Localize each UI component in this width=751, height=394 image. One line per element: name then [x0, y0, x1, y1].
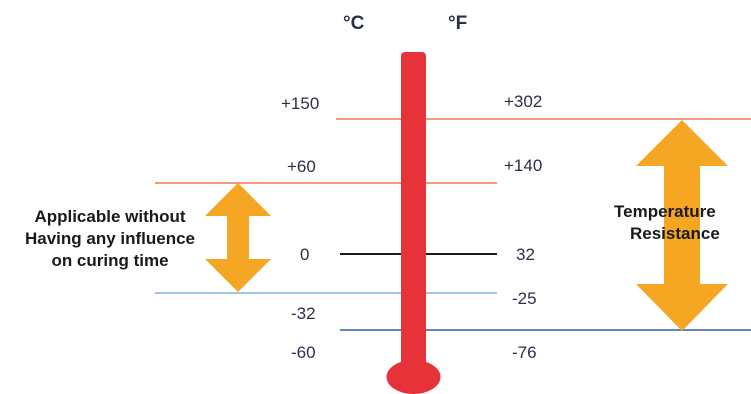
fahrenheit-label: +140: [504, 156, 543, 175]
applicable-note-line: Having any influence: [24, 229, 196, 248]
applicable-range-note: Applicable without Having any influence …: [12, 206, 208, 272]
celsius-header: °C: [343, 13, 365, 34]
resistance-note-line: Temperature: [614, 202, 716, 221]
resistance-note-line: Resistance: [630, 224, 720, 243]
resistance-note: Temperature Resistance: [614, 201, 751, 245]
celsius-label: -60: [291, 343, 316, 362]
applicable-range-arrow: [205, 183, 271, 292]
fahrenheit-label: 32: [516, 245, 535, 264]
celsius-label: +150: [281, 94, 320, 113]
applicable-note-line: Applicable without: [34, 207, 186, 226]
resistance-range-arrow: [636, 120, 728, 331]
celsius-label: +60: [287, 157, 316, 176]
celsius-label: -32: [291, 304, 316, 323]
thermometer-icon: [386, 52, 441, 394]
fahrenheit-label: -25: [512, 289, 537, 308]
fahrenheit-label: -76: [512, 343, 537, 362]
celsius-label: 0: [300, 245, 310, 264]
fahrenheit-label: +302: [504, 92, 543, 111]
applicable-note-line: on curing time: [51, 251, 169, 270]
fahrenheit-header: °F: [448, 13, 468, 34]
